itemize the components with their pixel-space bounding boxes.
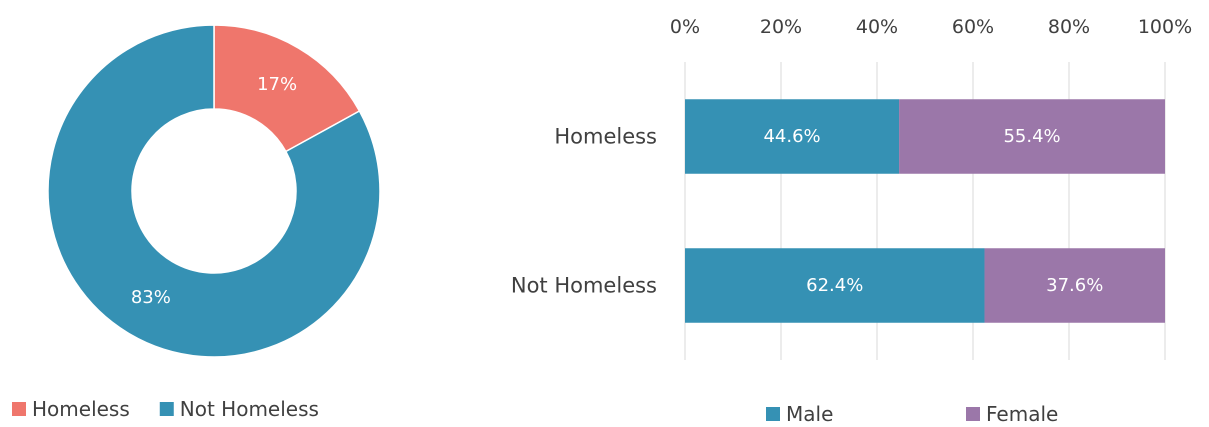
x-tick-label: 60% bbox=[952, 16, 994, 38]
legend-label-male: Male bbox=[786, 402, 833, 426]
legend-label-not-homeless: Not Homeless bbox=[180, 397, 319, 421]
x-tick-label: 40% bbox=[856, 16, 898, 38]
bar-female-not-homeless bbox=[984, 248, 1165, 323]
legend-swatch-not-homeless bbox=[159, 402, 174, 416]
bar-female-homeless bbox=[899, 99, 1165, 174]
donut-label-homeless: 17% bbox=[257, 74, 297, 95]
bar-male-not-homeless bbox=[685, 248, 985, 323]
donut-slice-not-homeless bbox=[47, 24, 381, 358]
bar-label-female-homeless: 55.4% bbox=[1003, 126, 1060, 147]
bar-label-male-not-homeless: 62.4% bbox=[806, 275, 863, 296]
legend-swatch-homeless bbox=[12, 402, 26, 416]
bar-label-male-homeless: 44.6% bbox=[763, 126, 820, 147]
bar-male-homeless bbox=[685, 99, 900, 174]
donut-slice-homeless bbox=[213, 24, 361, 153]
x-tick-label: 20% bbox=[760, 16, 802, 38]
x-tick-label: 0% bbox=[670, 16, 700, 38]
category-label-homeless: Homeless bbox=[554, 125, 657, 149]
category-label-not-homeless: Not Homeless bbox=[511, 274, 657, 298]
x-tick-label: 100% bbox=[1138, 16, 1192, 38]
donut-label-not-homeless: 83% bbox=[131, 287, 171, 308]
legend-swatch-female bbox=[966, 407, 980, 421]
legend-label-female: Female bbox=[986, 402, 1058, 426]
bar-label-female-not-homeless: 37.6% bbox=[1046, 275, 1103, 296]
x-tick-label: 80% bbox=[1048, 16, 1090, 38]
legend-swatch-male bbox=[766, 407, 780, 421]
legend-label-homeless: Homeless bbox=[32, 397, 130, 421]
